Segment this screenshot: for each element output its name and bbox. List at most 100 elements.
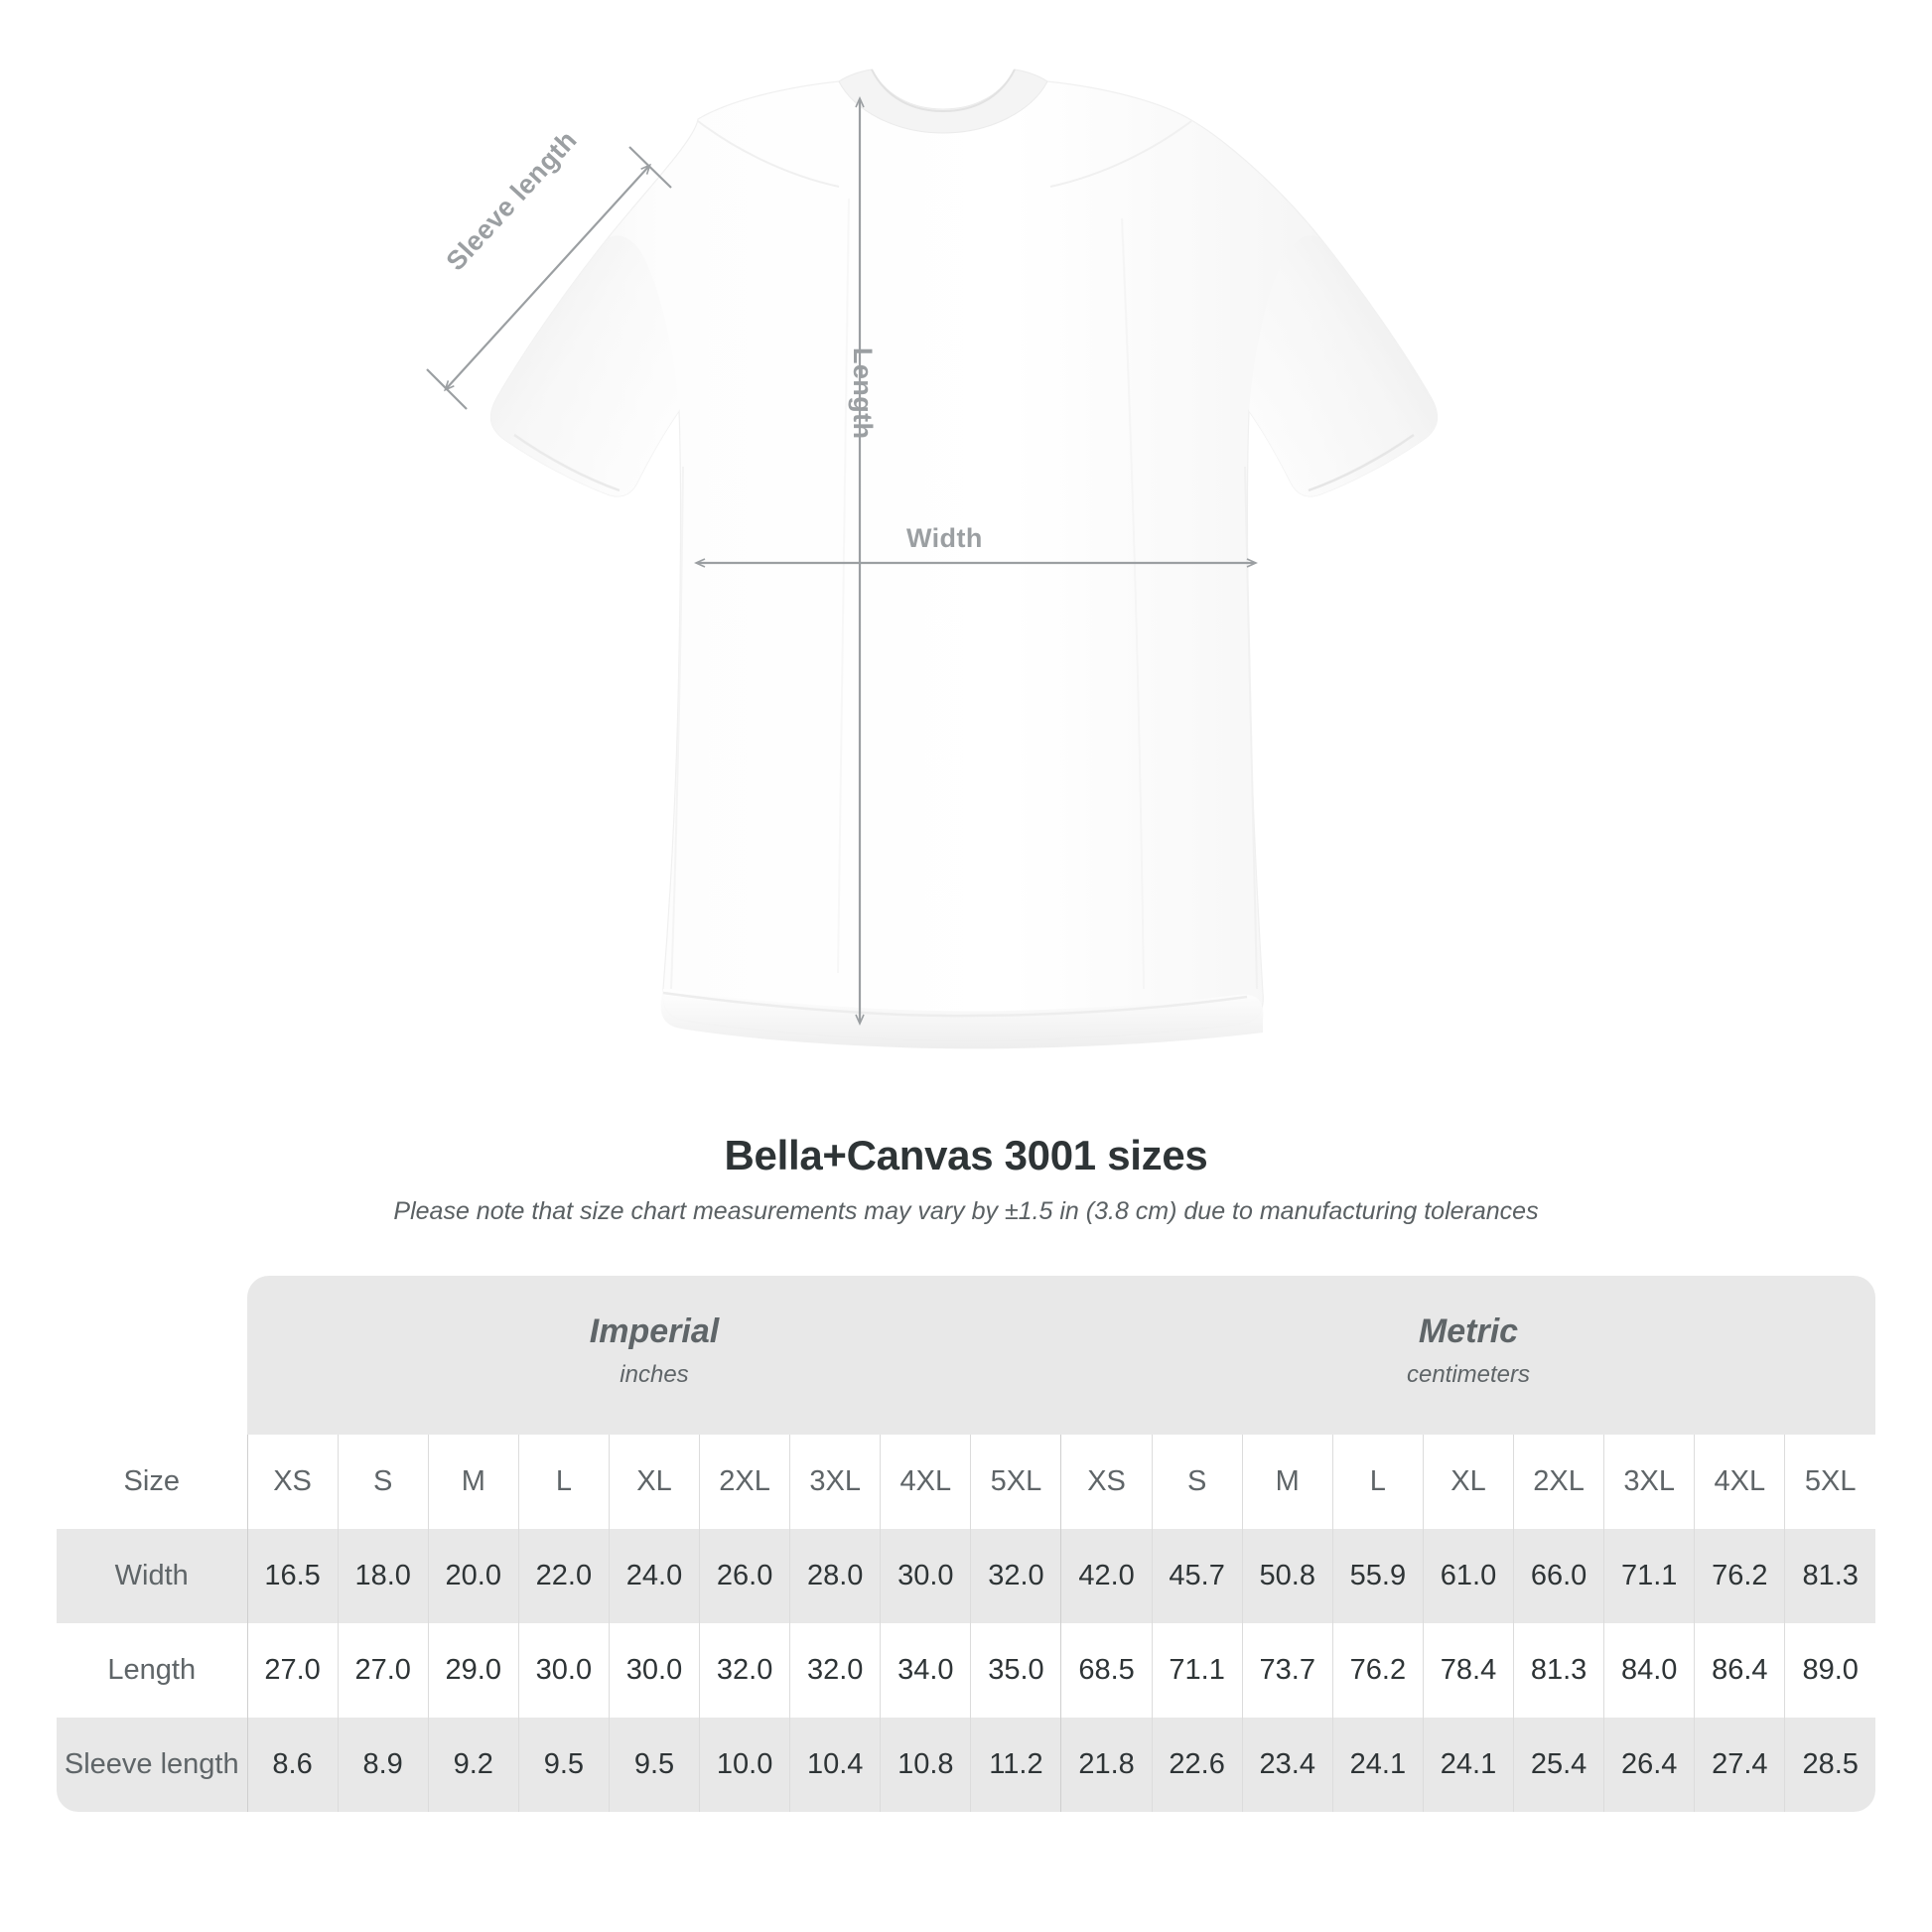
cell-length-metric-m: 73.7 — [1241, 1623, 1333, 1718]
unit-imperial-name: Imperial — [589, 1312, 720, 1351]
cell-length-imperial-m: 29.0 — [427, 1623, 519, 1718]
cell-length-metric-l: 76.2 — [1331, 1623, 1424, 1718]
cell-sleeve-imperial-xl: 9.5 — [608, 1718, 700, 1812]
table-row-width: Width 16.5 18.0 20.0 22.0 24.0 26.0 28.0… — [57, 1529, 1875, 1623]
cell-sleeve-imperial-3xl: 10.4 — [789, 1718, 881, 1812]
cell-width-metric-xl: 61.0 — [1422, 1529, 1514, 1623]
cell-length-imperial-s: 27.0 — [337, 1623, 429, 1718]
cell-width-imperial-2xl: 26.0 — [699, 1529, 790, 1623]
cell-width-imperial-l: 22.0 — [517, 1529, 610, 1623]
cell-length-metric-xl: 78.4 — [1422, 1623, 1514, 1718]
cell-width-metric-5xl: 81.3 — [1784, 1529, 1875, 1623]
cell-length-metric-2xl: 81.3 — [1513, 1623, 1604, 1718]
cell-sleeve-metric-m: 23.4 — [1241, 1718, 1333, 1812]
unit-header-metric: Metric centimeters — [1060, 1276, 1875, 1435]
row-label-length: Length — [57, 1623, 247, 1718]
unit-header-imperial: Imperial inches — [247, 1276, 1061, 1435]
tshirt-body-shape — [489, 80, 1439, 1041]
page-subtitle: Please note that size chart measurements… — [393, 1197, 1539, 1225]
cell-sleeve-metric-4xl: 27.4 — [1694, 1718, 1785, 1812]
size-header-imperial-xs: XS — [246, 1435, 339, 1529]
size-header-metric-2xl: 2XL — [1513, 1435, 1604, 1529]
table-row-length: Length 27.0 27.0 29.0 30.0 30.0 32.0 32.… — [57, 1623, 1875, 1718]
cell-length-metric-3xl: 84.0 — [1603, 1623, 1695, 1718]
table-corner-label: Size — [57, 1435, 247, 1529]
size-header-metric-l: L — [1331, 1435, 1424, 1529]
cell-sleeve-metric-xs: 21.8 — [1060, 1718, 1153, 1812]
size-header-imperial-5xl: 5XL — [970, 1435, 1061, 1529]
cell-width-metric-2xl: 66.0 — [1513, 1529, 1604, 1623]
cell-width-imperial-m: 20.0 — [427, 1529, 519, 1623]
cell-sleeve-imperial-5xl: 11.2 — [970, 1718, 1061, 1812]
cell-length-metric-4xl: 86.4 — [1694, 1623, 1785, 1718]
cell-length-imperial-xs: 27.0 — [246, 1623, 339, 1718]
size-header-imperial-l: L — [517, 1435, 610, 1529]
cell-length-imperial-xl: 30.0 — [608, 1623, 700, 1718]
row-label-width: Width — [57, 1529, 247, 1623]
heading-block: Bella+Canvas 3001 sizes Please note that… — [0, 1132, 1932, 1226]
cell-sleeve-imperial-2xl: 10.0 — [699, 1718, 790, 1812]
cell-width-metric-m: 50.8 — [1241, 1529, 1333, 1623]
cell-sleeve-imperial-s: 8.9 — [337, 1718, 429, 1812]
cell-sleeve-metric-s: 22.6 — [1151, 1718, 1243, 1812]
cell-length-imperial-4xl: 34.0 — [880, 1623, 971, 1718]
cell-sleeve-imperial-xs: 8.6 — [246, 1718, 339, 1812]
size-header-imperial-3xl: 3XL — [789, 1435, 881, 1529]
size-header-metric-5xl: 5XL — [1784, 1435, 1875, 1529]
cell-length-imperial-5xl: 35.0 — [970, 1623, 1061, 1718]
cell-length-imperial-3xl: 32.0 — [789, 1623, 881, 1718]
size-header-imperial-4xl: 4XL — [880, 1435, 971, 1529]
cell-width-imperial-5xl: 32.0 — [970, 1529, 1061, 1623]
size-table-container: Imperial inches Metric centimeters Size … — [57, 1276, 1875, 1812]
cell-width-imperial-s: 18.0 — [337, 1529, 429, 1623]
unit-imperial-sub: inches — [620, 1360, 689, 1388]
cell-length-metric-xs: 68.5 — [1060, 1623, 1153, 1718]
cell-length-metric-s: 71.1 — [1151, 1623, 1243, 1718]
cell-width-imperial-3xl: 28.0 — [789, 1529, 881, 1623]
cell-width-metric-4xl: 76.2 — [1694, 1529, 1785, 1623]
cell-width-metric-s: 45.7 — [1151, 1529, 1243, 1623]
unit-metric-name: Metric — [1418, 1312, 1519, 1351]
cell-sleeve-imperial-m: 9.2 — [427, 1718, 519, 1812]
size-header-metric-xl: XL — [1422, 1435, 1514, 1529]
tshirt-illustration-svg — [426, 69, 1439, 1049]
size-header-row: Size XS S M L XL 2XL 3XL 4XL 5XL XS S M … — [57, 1435, 1875, 1529]
size-table: Imperial inches Metric centimeters Size … — [57, 1276, 1875, 1812]
cell-width-metric-xs: 42.0 — [1060, 1529, 1153, 1623]
cell-width-metric-3xl: 71.1 — [1603, 1529, 1695, 1623]
size-header-metric-3xl: 3XL — [1603, 1435, 1695, 1529]
cell-sleeve-metric-2xl: 25.4 — [1513, 1718, 1604, 1812]
unit-header-row: Imperial inches Metric centimeters — [57, 1276, 1875, 1435]
length-dimension-label: Length — [848, 347, 878, 440]
size-header-imperial-2xl: 2XL — [699, 1435, 790, 1529]
cell-sleeve-metric-l: 24.1 — [1331, 1718, 1424, 1812]
unit-metric-sub: centimeters — [1406, 1360, 1531, 1388]
tshirt-diagram: Sleeve length Length Width — [426, 69, 1439, 1049]
cell-width-imperial-4xl: 30.0 — [880, 1529, 971, 1623]
row-label-sleeve-length: Sleeve length — [57, 1718, 247, 1812]
cell-width-imperial-xs: 16.5 — [246, 1529, 339, 1623]
cell-sleeve-metric-xl: 24.1 — [1422, 1718, 1514, 1812]
cell-sleeve-imperial-4xl: 10.8 — [880, 1718, 971, 1812]
size-header-metric-s: S — [1151, 1435, 1243, 1529]
cell-width-metric-l: 55.9 — [1331, 1529, 1424, 1623]
table-row-sleeve-length: Sleeve length 8.6 8.9 9.2 9.5 9.5 10.0 1… — [57, 1718, 1875, 1812]
size-header-metric-xs: XS — [1060, 1435, 1153, 1529]
cell-length-metric-5xl: 89.0 — [1784, 1623, 1875, 1718]
unit-header-blank — [57, 1276, 247, 1435]
cell-width-imperial-xl: 24.0 — [608, 1529, 700, 1623]
size-header-imperial-xl: XL — [608, 1435, 700, 1529]
page-title: Bella+Canvas 3001 sizes — [724, 1132, 1208, 1178]
cell-sleeve-imperial-l: 9.5 — [517, 1718, 610, 1812]
size-header-imperial-s: S — [337, 1435, 429, 1529]
size-header-imperial-m: M — [427, 1435, 519, 1529]
cell-length-imperial-l: 30.0 — [517, 1623, 610, 1718]
cell-length-imperial-2xl: 32.0 — [699, 1623, 790, 1718]
size-header-metric-m: M — [1241, 1435, 1333, 1529]
sleeve-dimension-arrow — [426, 146, 672, 410]
cell-sleeve-metric-5xl: 28.5 — [1784, 1718, 1875, 1812]
width-dimension-label: Width — [906, 523, 983, 553]
cell-sleeve-metric-3xl: 26.4 — [1603, 1718, 1695, 1812]
size-header-metric-4xl: 4XL — [1694, 1435, 1785, 1529]
